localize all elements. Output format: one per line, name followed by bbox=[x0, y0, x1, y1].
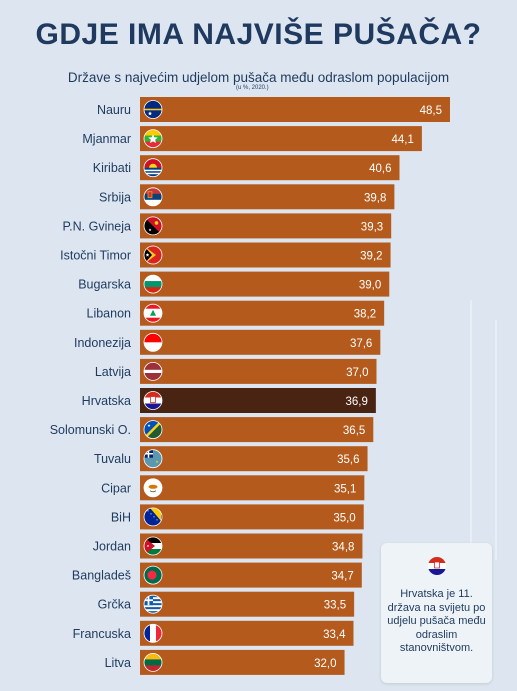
myanmar-flag-icon bbox=[143, 129, 163, 149]
png-flag-icon bbox=[143, 216, 163, 236]
category-label: Istočni Timor bbox=[60, 249, 131, 263]
category-label: BiH bbox=[111, 510, 131, 524]
bih-flag-icon bbox=[143, 507, 163, 527]
value-label: 33,4 bbox=[323, 629, 346, 641]
croatia-flag-icon bbox=[428, 557, 446, 575]
category-label: Bangladeš bbox=[72, 569, 131, 583]
page-title: GDJE IMA NAJVIŠE PUŠAČA? bbox=[35, 18, 482, 51]
bar bbox=[140, 475, 365, 501]
value-label: 39,8 bbox=[364, 192, 386, 204]
value-label: 35,6 bbox=[337, 454, 359, 466]
bar bbox=[140, 591, 355, 617]
value-label: 32,0 bbox=[314, 658, 336, 670]
bar bbox=[140, 388, 376, 413]
east-timor-flag-icon bbox=[143, 245, 163, 265]
bar bbox=[140, 620, 354, 646]
lebanon-flag-icon bbox=[143, 303, 163, 323]
info-text: Hrvatska je 11. država na svijetu po udj… bbox=[387, 588, 486, 654]
bangladesh-flag-icon bbox=[143, 565, 163, 585]
france-flag-icon bbox=[143, 623, 163, 643]
bar bbox=[140, 213, 392, 239]
jordan-flag-icon bbox=[143, 536, 163, 556]
category-label: Mjanmar bbox=[82, 132, 131, 146]
value-label: 44,1 bbox=[391, 134, 413, 146]
value-label: 33,5 bbox=[324, 600, 346, 612]
nauru-flag-icon bbox=[143, 100, 163, 119]
value-label: 37,6 bbox=[350, 338, 372, 350]
bar bbox=[140, 300, 385, 326]
category-label: Francuska bbox=[73, 627, 131, 641]
bar bbox=[140, 358, 377, 384]
cyprus-flag-icon bbox=[143, 478, 163, 498]
category-label: Nauru bbox=[97, 103, 131, 117]
kiribati-flag-icon bbox=[143, 158, 163, 178]
category-label: Tuvalu bbox=[94, 452, 131, 466]
value-label: 34,7 bbox=[331, 571, 353, 583]
solomon-islands-flag-icon bbox=[143, 420, 163, 440]
value-label: 37,0 bbox=[346, 367, 368, 379]
info-box: Hrvatska je 11. država na svijetu po udj… bbox=[381, 543, 492, 683]
bar bbox=[140, 242, 391, 268]
category-label: Srbija bbox=[99, 190, 131, 204]
croatia-flag-icon bbox=[143, 391, 163, 410]
category-label: Solomunski O. bbox=[50, 423, 131, 437]
value-label: 39,0 bbox=[359, 280, 381, 292]
latvia-flag-icon bbox=[143, 361, 163, 381]
bulgaria-flag-icon bbox=[143, 274, 163, 294]
category-label: Jordan bbox=[93, 540, 131, 554]
bar bbox=[140, 155, 400, 181]
chart-subtitle: Države s najvećim udjelom pušača među od… bbox=[67, 70, 450, 85]
bar bbox=[140, 417, 374, 443]
bar bbox=[140, 446, 368, 472]
bar bbox=[140, 97, 450, 122]
value-label: 48,5 bbox=[420, 105, 442, 117]
category-label: P.N. Gvineja bbox=[62, 219, 131, 233]
value-label: 36,5 bbox=[343, 425, 365, 437]
bar bbox=[140, 271, 390, 297]
greece-flag-icon bbox=[143, 594, 163, 614]
value-label: 38,2 bbox=[354, 309, 376, 321]
category-label: Litva bbox=[105, 656, 131, 670]
background-line bbox=[470, 300, 472, 560]
indonesia-flag-icon bbox=[143, 332, 163, 352]
category-label: Cipar bbox=[101, 481, 131, 495]
bar bbox=[140, 562, 362, 588]
value-label: 39,3 bbox=[361, 221, 383, 233]
bar bbox=[140, 504, 364, 530]
bar bbox=[140, 649, 345, 675]
category-label: Indonezija bbox=[74, 336, 131, 350]
value-label: 36,9 bbox=[345, 396, 367, 408]
lithuania-flag-icon bbox=[143, 653, 163, 672]
category-label: Latvija bbox=[95, 365, 131, 379]
bar bbox=[140, 126, 422, 152]
bar bbox=[140, 533, 363, 559]
bar bbox=[140, 184, 395, 210]
value-label: 34,8 bbox=[332, 542, 354, 554]
category-label: Grčka bbox=[98, 598, 131, 612]
serbia-flag-icon bbox=[143, 187, 163, 207]
category-label: Libanon bbox=[87, 307, 132, 321]
value-label: 39,2 bbox=[360, 251, 382, 263]
unit-note: (u %, 2020.) bbox=[236, 85, 269, 91]
category-label: Bugarska bbox=[78, 278, 131, 292]
category-label: Hrvatska bbox=[82, 394, 131, 408]
value-label: 35,1 bbox=[334, 483, 356, 495]
value-label: 35,0 bbox=[333, 512, 355, 524]
bar bbox=[140, 329, 381, 355]
value-label: 40,6 bbox=[369, 163, 391, 175]
background-line bbox=[495, 320, 497, 560]
category-label: Kiribati bbox=[93, 161, 131, 175]
tuvalu-flag-icon bbox=[143, 449, 163, 469]
